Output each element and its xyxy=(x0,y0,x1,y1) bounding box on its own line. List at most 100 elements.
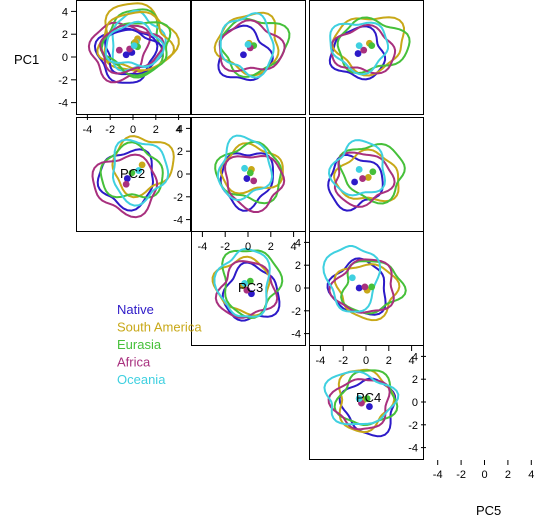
x-tick-label: -2 xyxy=(338,355,348,367)
x-tick-label: -4 xyxy=(316,355,326,367)
centroid-africa xyxy=(122,180,130,188)
contour-native xyxy=(221,261,281,322)
x-tick-label: 0 xyxy=(130,124,136,136)
x-tick-label: 2 xyxy=(386,355,392,367)
y-tick-label: -4 xyxy=(291,329,301,341)
y-tick-label: 2 xyxy=(412,374,418,386)
contour-africa xyxy=(333,151,396,208)
axis-label-pc1: PC1 xyxy=(14,52,39,67)
x-tick-label: 2 xyxy=(505,469,511,481)
centroid-south-america xyxy=(138,161,146,169)
centroid-africa xyxy=(360,46,368,54)
centroid-oceania xyxy=(135,167,143,174)
panel-PC2-PC4 xyxy=(309,117,424,232)
centroid-africa xyxy=(361,283,369,291)
x-tick-label: 0 xyxy=(245,241,251,253)
legend-item-oceania: Oceania xyxy=(117,372,166,387)
y-tick-label: 2 xyxy=(177,146,183,158)
x-tick-label: 0 xyxy=(481,469,487,481)
centroid-native xyxy=(366,403,373,410)
panel-PC1-PC4 xyxy=(309,0,424,115)
y-tick-label: 4 xyxy=(62,6,68,18)
x-tick-label: -2 xyxy=(105,124,115,136)
y-tick-label: 0 xyxy=(177,169,183,181)
panel-PC1-PC3 xyxy=(191,0,306,115)
x-tick-label: -4 xyxy=(83,124,93,136)
centroid-africa xyxy=(115,46,123,54)
axis-label-pc3: PC3 xyxy=(238,280,263,295)
centroid-eurasia xyxy=(369,168,377,176)
contour-oceania xyxy=(322,245,382,313)
centroid-eurasia xyxy=(368,283,376,291)
x-tick-label: -4 xyxy=(433,469,443,481)
centroid-native xyxy=(351,178,358,186)
contour-oceania xyxy=(219,12,275,79)
centroid-oceania xyxy=(130,42,138,49)
x-tick-label: -2 xyxy=(456,469,466,481)
x-tick-label: 4 xyxy=(528,469,534,481)
centroid-africa xyxy=(243,286,251,294)
contour-eurasia xyxy=(336,16,411,75)
panel-PC1-PC2 xyxy=(76,0,191,115)
centroid-native xyxy=(240,51,247,59)
y-tick-label: -4 xyxy=(408,443,418,455)
y-tick-label: 0 xyxy=(62,52,68,64)
contour-native xyxy=(219,152,274,212)
legend-item-native: Native xyxy=(117,302,154,317)
y-tick-label: 4 xyxy=(412,351,418,363)
y-tick-label: -2 xyxy=(58,75,68,87)
contour-africa xyxy=(328,258,395,314)
y-tick-label: 0 xyxy=(295,283,301,295)
y-tick-label: 4 xyxy=(295,237,301,249)
contour-africa xyxy=(224,155,286,213)
y-tick-label: 2 xyxy=(295,260,301,272)
x-tick-label: 4 xyxy=(176,124,182,136)
centroid-oceania xyxy=(241,164,248,172)
x-tick-label: 2 xyxy=(268,241,274,253)
contour-oceania xyxy=(328,139,386,197)
centroid-oceania xyxy=(241,280,248,287)
contour-oceania xyxy=(104,20,165,68)
centroid-africa xyxy=(250,177,258,185)
contour-oceania xyxy=(213,248,271,318)
y-tick-label: -2 xyxy=(291,306,301,318)
axis-label-pc5: PC5 xyxy=(476,503,501,518)
contour-oceania xyxy=(112,138,170,207)
centroid-native xyxy=(243,175,251,182)
contour-native xyxy=(104,28,164,76)
centroid-native xyxy=(354,50,362,57)
centroid-oceania xyxy=(355,42,363,49)
centroid-eurasia xyxy=(128,169,136,177)
contour-africa xyxy=(91,153,159,219)
centroid-africa xyxy=(359,175,366,182)
contour-africa xyxy=(214,260,279,319)
contour-south-america xyxy=(111,135,175,199)
x-tick-label: -2 xyxy=(220,241,230,253)
y-tick-label: 4 xyxy=(177,123,183,135)
x-tick-label: 4 xyxy=(409,355,415,367)
contour-native xyxy=(327,153,384,212)
centroid-native xyxy=(123,175,131,182)
contour-south-america xyxy=(333,263,401,322)
legend-item-south-america: South America xyxy=(117,320,202,335)
centroid-oceania xyxy=(355,166,363,173)
centroid-oceania xyxy=(355,395,363,402)
centroid-south-america xyxy=(364,174,372,181)
x-tick-label: 0 xyxy=(363,355,369,367)
contour-oceania xyxy=(216,134,274,202)
centroid-eurasia xyxy=(363,395,371,402)
contour-eurasia xyxy=(337,143,406,205)
legend-item-eurasia: Eurasia xyxy=(117,337,162,352)
y-tick-label: -2 xyxy=(173,192,183,204)
contour-south-america xyxy=(337,368,396,434)
centroid-native xyxy=(122,51,130,59)
x-tick-label: 2 xyxy=(153,124,159,136)
legend-item-africa: Africa xyxy=(117,355,151,370)
y-tick-label: -2 xyxy=(408,420,418,432)
contour-oceania xyxy=(323,370,400,426)
y-tick-label: -4 xyxy=(58,98,68,110)
centroid-eurasia xyxy=(368,42,376,49)
axis-label-pc2: PC2 xyxy=(120,166,145,181)
